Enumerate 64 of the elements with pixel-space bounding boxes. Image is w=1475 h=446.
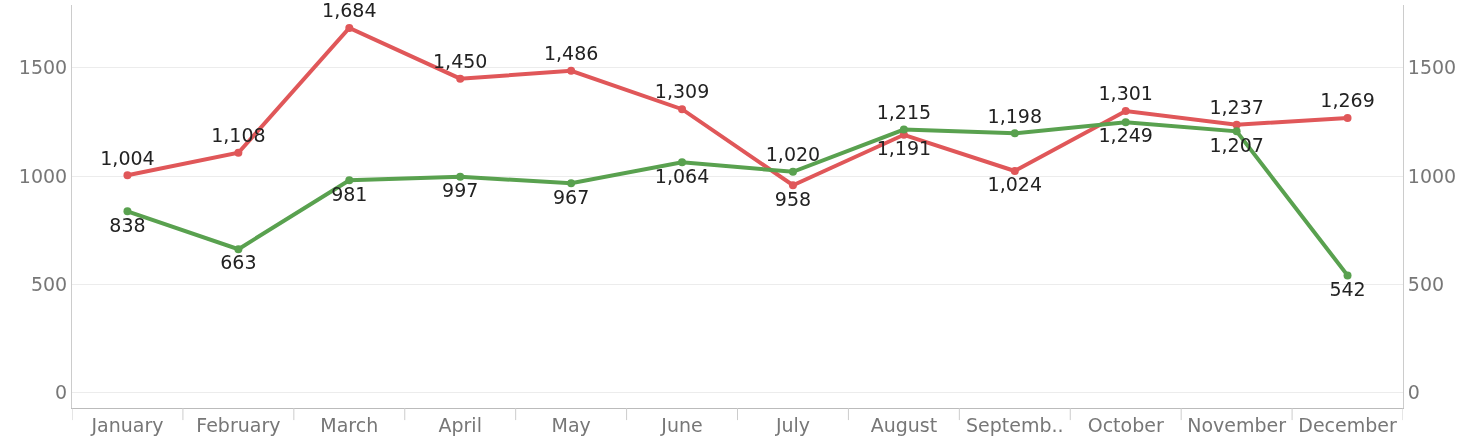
x-tick-label: October bbox=[1087, 413, 1164, 436]
data-label: 1,024 bbox=[987, 173, 1042, 196]
data-label: 1,191 bbox=[876, 137, 932, 160]
data-label: 1,004 bbox=[100, 146, 155, 169]
x-tick-label: January bbox=[90, 413, 164, 436]
point bbox=[345, 176, 354, 185]
point bbox=[678, 158, 687, 167]
data-label: 1,684 bbox=[322, 0, 377, 22]
x-tick-label: May bbox=[551, 413, 591, 436]
data-label: 1,198 bbox=[987, 104, 1042, 127]
point bbox=[456, 172, 465, 181]
data-label: 1,486 bbox=[543, 42, 599, 65]
x-tick-label: June bbox=[660, 413, 703, 436]
point bbox=[1343, 113, 1352, 122]
point bbox=[1232, 127, 1241, 136]
point bbox=[567, 66, 576, 75]
data-label: 1,309 bbox=[654, 80, 710, 103]
x-tick-label: December bbox=[1298, 413, 1397, 436]
data-label: 1,301 bbox=[1098, 82, 1153, 105]
point bbox=[1010, 166, 1019, 175]
y2-tick-label: 1000 bbox=[1407, 164, 1457, 187]
y-tick-label: 500 bbox=[30, 273, 68, 296]
x-tick-label: April bbox=[438, 413, 482, 436]
data-label: 1,450 bbox=[433, 49, 488, 72]
data-label: 1,215 bbox=[876, 100, 932, 123]
point bbox=[788, 181, 797, 190]
x-tick-label: March bbox=[320, 413, 379, 436]
data-label: 1,249 bbox=[1098, 124, 1153, 147]
point bbox=[1010, 129, 1019, 138]
point bbox=[123, 207, 132, 216]
point bbox=[123, 171, 132, 180]
y-tick-label: 1500 bbox=[18, 56, 68, 79]
y2-tick-label: 1500 bbox=[1407, 56, 1457, 79]
data-label: 1,237 bbox=[1209, 96, 1264, 119]
y-tick-label: 1000 bbox=[18, 164, 68, 187]
data-label: 981 bbox=[331, 182, 368, 205]
data-label: 1,064 bbox=[654, 164, 710, 187]
point bbox=[788, 167, 797, 176]
data-label: 1,020 bbox=[765, 143, 821, 166]
y-tick-label: 0 bbox=[55, 381, 68, 404]
data-label: 958 bbox=[774, 187, 812, 210]
y2-tick-label: 500 bbox=[1407, 273, 1445, 296]
point bbox=[567, 179, 576, 188]
point bbox=[1121, 106, 1130, 115]
point bbox=[678, 105, 687, 114]
x-tick-label: February bbox=[196, 413, 281, 436]
data-label: 838 bbox=[109, 213, 146, 236]
point bbox=[234, 148, 243, 157]
x-tick-label: July bbox=[774, 413, 811, 436]
data-label: 542 bbox=[1329, 277, 1366, 300]
x-tick-label: August bbox=[870, 413, 938, 436]
point bbox=[234, 245, 243, 254]
point bbox=[899, 125, 908, 134]
y2-tick-label: 0 bbox=[1407, 381, 1420, 404]
point bbox=[1121, 118, 1130, 127]
data-label: 967 bbox=[553, 185, 590, 208]
data-label: 663 bbox=[220, 251, 257, 274]
x-tick-label: November bbox=[1187, 413, 1287, 436]
x-tick-label: Septemb.. bbox=[965, 413, 1064, 436]
data-label: 997 bbox=[442, 179, 479, 202]
data-label: 1,269 bbox=[1320, 89, 1375, 112]
point bbox=[456, 74, 465, 83]
point bbox=[345, 23, 354, 32]
point bbox=[1343, 271, 1352, 280]
